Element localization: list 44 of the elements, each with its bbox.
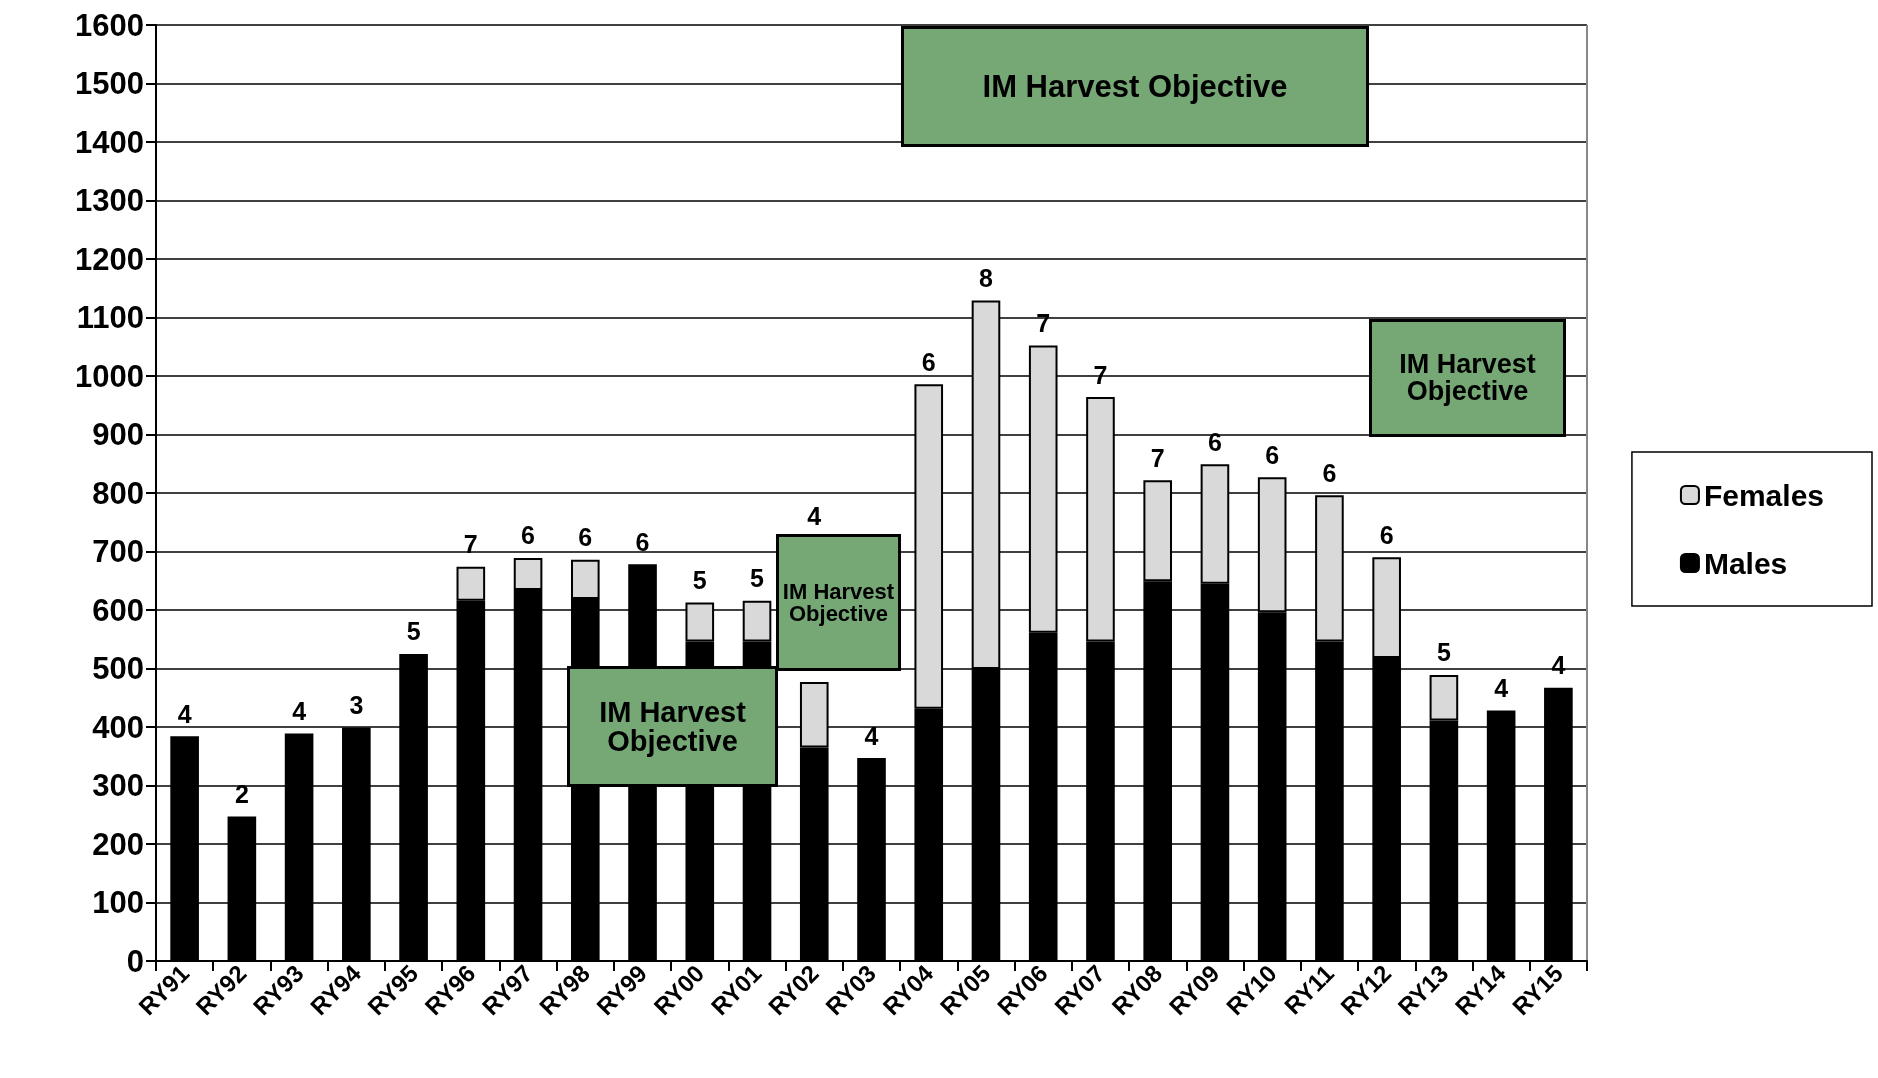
y-tick-label: 900 — [92, 417, 144, 452]
annotation: 7 — [1150, 443, 1165, 472]
y-tick-label: 1500 — [75, 66, 144, 101]
annotation: 6 — [1207, 427, 1222, 456]
y-tick-label: 400 — [92, 709, 144, 745]
legend-label: Females — [1703, 478, 1824, 512]
y-tick-label: 1000 — [75, 358, 144, 394]
y-tick-label: 500 — [92, 651, 144, 686]
annotation: 5 — [692, 565, 707, 594]
note-box: IM Harvest Objective — [567, 666, 778, 787]
annotation: 6 — [635, 527, 650, 556]
annotation: 3 — [349, 691, 364, 720]
y-tick-label: 200 — [92, 826, 144, 862]
y-tick-label: 1200 — [75, 241, 144, 277]
annotation: 6 — [578, 523, 593, 552]
y-tick-label: 800 — [92, 475, 144, 511]
y-tick-label: 700 — [92, 534, 144, 569]
annotation: 6 — [1322, 458, 1337, 487]
annotation: 5 — [750, 564, 765, 593]
annotation: 4 — [807, 501, 822, 530]
annotation: 4 — [177, 699, 192, 728]
y-tick-label: 300 — [92, 768, 144, 803]
annotation: 6 — [521, 521, 536, 550]
annotation: 6 — [1265, 440, 1280, 469]
legend-label: Males — [1703, 546, 1788, 580]
annotation: 7 — [463, 530, 478, 559]
annotation: 6 — [921, 347, 936, 376]
annotation: 5 — [406, 617, 421, 646]
note-box: IM Harvest Objective — [1369, 319, 1566, 437]
annotation: 4 — [864, 721, 879, 750]
y-tick-label: 1400 — [75, 124, 144, 160]
y-tick-label: 600 — [92, 592, 144, 628]
y-tick-label: 1600 — [75, 7, 144, 43]
annotation: 5 — [1436, 638, 1451, 667]
note-box: IM Harvest Objective — [901, 26, 1369, 147]
y-tick-label: 100 — [92, 885, 144, 920]
annotation: 6 — [1379, 520, 1394, 549]
annotation: 4 — [1494, 674, 1509, 703]
note-box: IM Harvest Objective — [776, 534, 901, 671]
y-tick-label: 1100 — [76, 300, 144, 335]
annotation: 4 — [292, 696, 307, 725]
annotation: 8 — [979, 264, 994, 293]
y-tick-label: 1300 — [75, 183, 144, 218]
annotation: 2 — [234, 780, 249, 809]
